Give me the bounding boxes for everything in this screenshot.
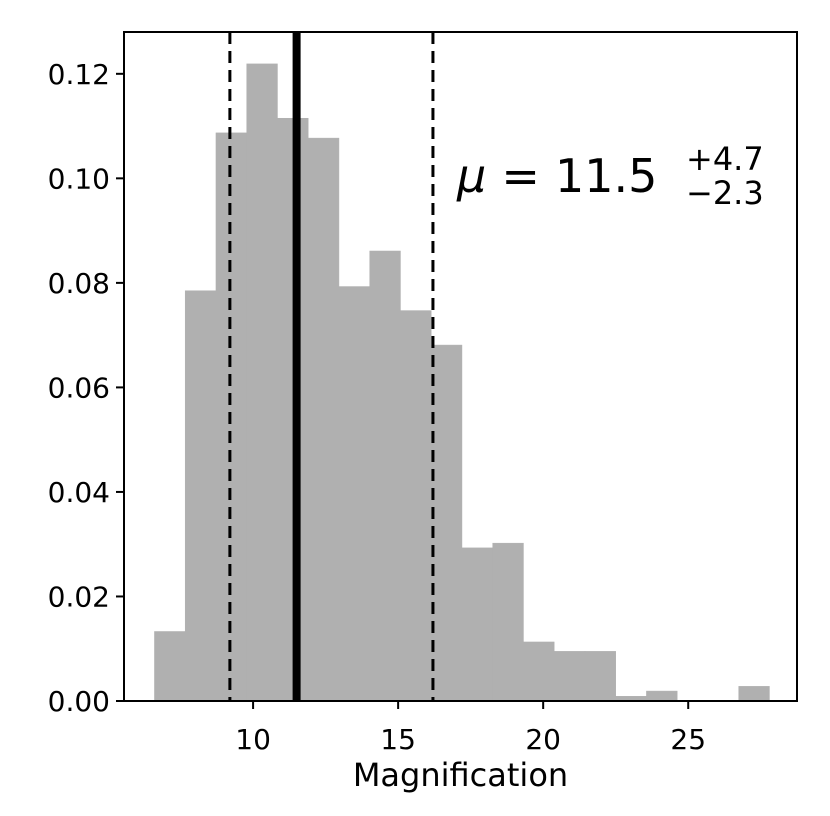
x-tick-label: 25 [670,723,706,756]
histogram-bar [738,686,770,702]
mu-upper-error: +4.7 [686,140,764,178]
y-tick-label: 0.10 [48,162,110,195]
histogram-bar [154,631,186,702]
x-tick-label: 10 [235,723,271,756]
interval-lines [228,32,435,701]
y-tick-label: 0.02 [48,580,110,613]
y-tick-label: 0.12 [48,58,110,91]
histogram-bar [369,250,401,702]
y-axis-ticks: 0.00 0.02 0.04 0.06 0.08 0.10 0.12 [48,58,124,718]
x-tick-label: 20 [525,723,561,756]
histogram-bar [553,651,586,702]
histogram-bar [492,542,524,702]
mu-value: 11.5 [555,149,657,203]
x-axis-ticks: 10 15 20 25 [235,701,706,756]
histogram-bar [646,690,678,702]
y-tick-label: 0.08 [48,267,110,300]
x-axis-label: Magnification [353,756,568,794]
y-tick-label: 0.04 [48,476,110,509]
y-tick-label: 0.00 [48,685,110,718]
mu-annotation: μ = 11.5 [456,149,657,203]
mu-symbol: μ [456,149,486,203]
x-tick-label: 15 [380,723,416,756]
mu-lower-error: −2.3 [686,174,764,212]
y-tick-label: 0.06 [48,371,110,404]
histogram-bar [246,63,278,702]
histogram-bar [584,651,616,702]
histogram-bar [430,344,463,702]
histogram-bar [307,137,340,702]
histogram-bar [400,310,432,702]
equals-sign: = [501,149,540,203]
plot-frame [123,31,798,702]
histogram-bar [461,547,493,702]
histogram-bar [523,641,555,702]
histogram-bar [184,290,217,702]
histogram-bar [338,286,370,702]
